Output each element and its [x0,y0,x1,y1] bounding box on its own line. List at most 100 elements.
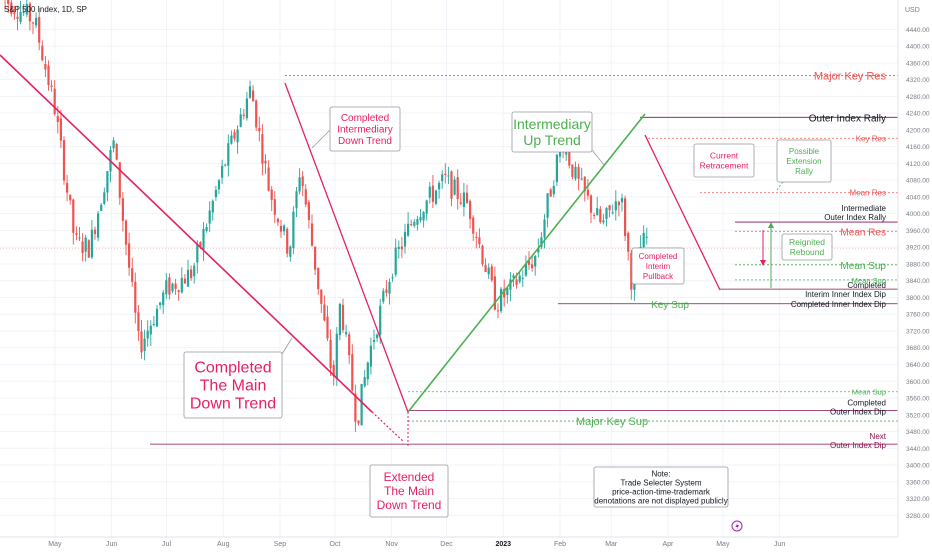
y-tick-label: 3600.00 [906,379,930,386]
candle-body [335,333,338,380]
x-tick-label: Sep [274,541,287,548]
candle-body [589,195,593,213]
candle-body [617,201,620,206]
candle-body [521,277,524,279]
x-tick-label: Apr [662,541,674,548]
main-down-trend-extension [371,411,405,443]
candle-body [202,228,205,250]
candle-body [345,332,348,335]
candle-body [128,243,131,268]
y-tick-label: 4440.00 [906,27,930,34]
candle-body [106,171,109,193]
x-tick-label: Mar [605,541,618,548]
y-tick-label: 4280.00 [906,94,930,101]
candle-body [596,208,599,216]
candle-body [310,223,314,246]
intermediary-up-label-box [511,111,593,153]
candle-body [410,224,413,226]
candle-body [248,86,252,98]
x-tick-label: 2023 [495,541,511,548]
candle-body [527,260,531,265]
candle-body [245,98,248,119]
candle-body [286,228,289,254]
candle-body [152,324,155,326]
y-tick-label: 3920.00 [906,245,930,252]
candle-body [465,192,469,203]
y-tick-label: 4200.00 [906,127,930,134]
y-tick-label: 4320.00 [906,77,930,84]
candle-body [131,268,134,282]
y-tick-label: 4240.00 [906,111,930,118]
level-label: Mean Sup [852,276,886,285]
y-tick-label: 4040.00 [906,194,930,201]
y-tick-label: 4120.00 [906,161,930,168]
candle-body [391,277,394,279]
candle-body [580,178,583,180]
symbol-title: S&P 500 Index, 1D, SP [4,5,87,14]
y-tick-label: 4360.00 [906,60,930,67]
candle-body [500,288,503,312]
candle-body [360,383,363,426]
candle-body [444,173,447,175]
candle-body [149,325,152,335]
candle-body [62,140,66,181]
price-axis[interactable] [898,0,932,550]
candle-body [307,202,310,221]
rebound-arrow-head [768,222,774,228]
candle-body [103,192,106,204]
candle-body [425,200,428,214]
candle-body [301,176,304,186]
candle-body [524,263,527,276]
candle-body [363,377,366,387]
candle-body [459,202,462,204]
intermediary-up-label: Intermediary Up Trend [513,116,591,148]
y-tick-label: 4080.00 [906,178,930,185]
candle-body [314,246,317,270]
lightning-glyph-icon [735,522,739,530]
level-label: Mean Sup [852,388,886,397]
candle-body [438,182,441,190]
candle-body [428,186,431,198]
candle-body [205,227,208,231]
trend-lines [0,54,791,448]
candle-body [124,220,128,245]
candle-body [72,199,75,233]
candle-body [41,45,44,61]
candle-body [357,420,360,424]
retracement-arrow-head [760,260,766,266]
candle-body [583,176,586,192]
candle-body [475,236,478,238]
candle-body [38,17,41,43]
candle-body [217,180,221,190]
completed-main-down-label: Completed The Main Down Trend [190,360,276,413]
candle-body [456,177,459,199]
candle-body [304,189,307,205]
intermediary-up-trend-line [407,113,646,413]
candle-body [177,290,180,293]
lightning-icon[interactable] [731,520,743,532]
x-tick-label: Jul [162,541,171,548]
candle-body [478,237,481,245]
x-tick-label: May [48,541,62,548]
candle-body [577,167,580,179]
candle-body [506,287,509,295]
candle-body [87,240,90,258]
callout-line [281,337,293,355]
candle-body [481,245,484,265]
key-sup-label: Key Sup [651,300,689,311]
candle-body [388,282,391,294]
completed-interim-pullback-label-box [631,247,685,285]
candle-body [211,200,214,213]
candle-body [490,266,493,281]
extended-main-down-label: Extended The Main Down Trend [377,470,442,512]
candle-body [627,232,630,252]
candle-body [199,242,202,247]
candle-body [382,290,385,302]
candle-body [112,140,115,149]
candle-body [338,303,341,336]
level-label: Mean Res [840,227,886,238]
candle-body [53,88,56,115]
candle-body [326,316,329,339]
